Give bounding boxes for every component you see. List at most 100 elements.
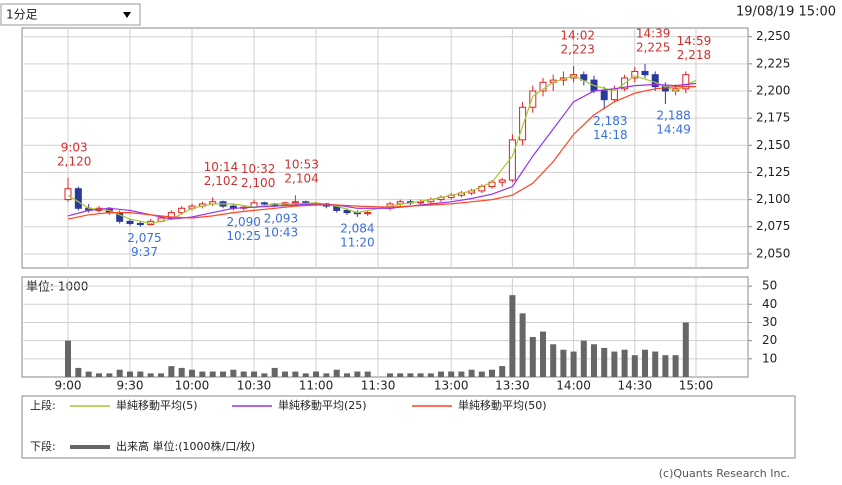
high-price: 2,223 [561,43,595,57]
high-price: 2,102 [204,174,238,188]
volume-bar [550,344,557,377]
y-tick-label: 2,125 [756,165,790,179]
x-tick-label: 11:30 [361,379,396,393]
volume-bar [570,351,577,377]
volume-bar [251,371,258,377]
volume-bar [282,371,289,377]
volume-bar [519,313,526,377]
candle-body [651,74,659,88]
volume-bar [158,373,165,377]
volume-tick-label: 10 [762,351,777,365]
candle-body [74,188,82,209]
volume-bar [116,369,123,377]
volume-bar [85,371,92,377]
high-time: 10:53 [284,158,319,172]
low-price: 2,075 [127,231,161,245]
low-price: 2,183 [593,114,627,128]
volume-bar [147,373,154,377]
high-price: 2,120 [57,154,91,168]
volume-bar [458,371,465,377]
timestamp: 19/08/19 15:00 [736,5,836,20]
low-time: 11:20 [340,235,375,249]
high-time: 14:59 [677,34,712,48]
volume-bar [427,373,434,377]
volume-bar [220,371,227,377]
high-time: 14:39 [636,26,671,40]
volume-bar [292,371,299,377]
volume-bar [106,373,113,377]
volume-bar [580,340,587,377]
candle-body [364,212,372,215]
candle-body [178,207,186,214]
volume-bar [137,371,144,377]
high-price: 2,225 [636,40,670,54]
volume-bar [652,351,659,377]
volume-bar [478,371,485,377]
volume-bar [407,373,414,377]
high-time: 10:32 [241,162,276,176]
low-time: 14:18 [593,128,628,142]
x-tick-label: 10:00 [175,379,210,393]
volume-bar [682,322,689,377]
candle-body [126,220,134,224]
high-time: 14:02 [560,29,595,43]
price-panel [21,27,749,269]
footer: (c)Quants Research Inc. [659,467,790,480]
volume-bar [448,371,455,377]
x-tick-label: 14:00 [556,379,591,393]
candle-body [682,74,690,90]
candle-body [529,90,537,108]
volume-bar [540,331,546,377]
candle-body [343,209,351,214]
volume-panel [21,276,749,378]
low-price: 2,188 [656,109,690,123]
y-tick-label: 2,150 [756,138,790,152]
volume-bar [672,355,679,377]
volume-bar [509,295,516,377]
candle-body [260,202,268,205]
volume-bar [75,367,82,377]
candle-body [631,70,639,79]
volume-bar [271,367,278,377]
select-text[interactable]: 1分足 [6,8,38,22]
volume-bar [529,337,536,377]
y-tick-label: 2,100 [756,192,790,206]
candle-body [291,201,299,204]
volume-bar [189,369,196,377]
legend-label: 出来高 単位:(1000株/口/枚) [116,439,255,453]
low-price: 2,084 [340,221,374,235]
y-tick-label: 2,075 [756,219,790,233]
volume-bar [601,347,608,377]
candle-body [64,188,72,201]
x-tick-label: 13:30 [495,379,530,393]
volume-bar [417,373,424,377]
volume-bar [313,371,320,377]
volume-bar [560,349,567,377]
dropdown-arrow[interactable] [123,12,131,18]
low-price: 2,093 [264,212,298,226]
interval-select[interactable]: 1分足 [0,3,141,26]
volume-bar [96,373,103,377]
volume-bar [642,349,648,377]
low-time: 9:37 [131,245,158,259]
high-time: 9:03 [61,140,88,154]
volume-bar [468,369,475,377]
legend-label: 単純移動平均(50) [458,398,547,412]
y-tick-label: 2,050 [756,246,790,260]
legend-upper: 上段: [30,398,56,412]
volume-bar [364,371,371,377]
volume-bar [323,373,330,377]
candle-body [167,212,175,219]
high-time: 10:14 [204,160,239,174]
y-tick-label: 2,250 [756,29,790,43]
select-box[interactable] [0,3,141,26]
volume-bar [209,371,216,377]
low-price: 2,090 [227,215,261,229]
x-tick-label: 9:30 [117,379,144,393]
volume-bar [168,366,175,377]
candle-body [641,70,649,76]
x-tick-label: 9:00 [55,379,82,393]
legend-box [21,395,796,459]
low-time: 14:49 [656,123,691,137]
